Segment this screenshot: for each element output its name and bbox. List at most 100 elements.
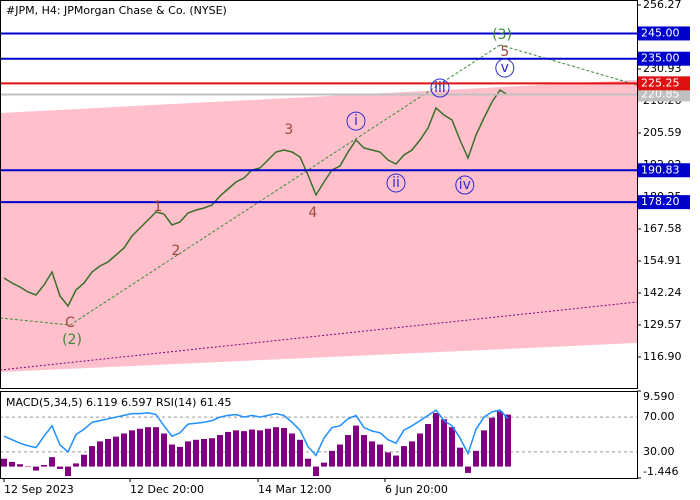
wave-label: 1 <box>154 199 163 215</box>
histogram-bar <box>225 431 231 467</box>
histogram-bar <box>161 433 167 467</box>
wave-label: iv <box>459 177 471 193</box>
histogram-bar <box>329 450 335 467</box>
wave-label: 3 <box>284 122 293 138</box>
histogram-bar <box>505 414 511 467</box>
histogram-bar <box>473 450 479 467</box>
histogram-bar <box>25 466 31 468</box>
histogram-bar <box>425 424 431 467</box>
histogram-bar <box>129 430 135 467</box>
level-label: 178.20 <box>641 195 680 208</box>
histogram-bar <box>137 428 143 467</box>
y-tick-label: 116.90 <box>643 350 682 363</box>
histogram-bar <box>241 431 247 467</box>
histogram-bar <box>409 441 415 467</box>
histogram-bar <box>265 428 271 467</box>
histogram-bar <box>153 427 159 467</box>
wave-circle <box>386 173 406 193</box>
wave-label: 5 <box>500 44 509 60</box>
chart-title: #JPM, H4: JPMorgan Chase & Co. (NYSE) <box>6 4 227 17</box>
x-tick-label: 12 Dec 20:00 <box>130 483 204 496</box>
histogram-bar <box>17 464 23 467</box>
level-label: 220.85 <box>641 87 680 100</box>
x-tick-label: 12 Sep 2023 <box>4 483 74 496</box>
histogram-bar <box>97 441 103 467</box>
wave-line <box>0 317 71 326</box>
x-tick-label: 14 Mar 12:00 <box>258 483 331 496</box>
histogram-bar <box>65 466 71 477</box>
histogram-bar <box>113 436 119 467</box>
indicator-panel: 9.590 -1.446 70.00 30.00 12 Sep 2023 12 Dec 2… <box>0 390 678 496</box>
wave-label: iii <box>434 80 446 96</box>
histogram-bar <box>73 463 79 467</box>
histogram-bar <box>289 433 295 467</box>
wave-label: (2) <box>62 332 82 348</box>
wave-label: i <box>354 113 358 129</box>
histogram-bar <box>497 411 503 467</box>
level-label: 190.83 <box>641 163 680 176</box>
histogram-bar <box>257 430 263 467</box>
level-label-box <box>638 76 690 91</box>
x-tick-label: 6 Jun 20:00 <box>385 483 448 496</box>
histogram-bar <box>305 458 311 467</box>
indicator-line <box>3 409 509 457</box>
histogram-bar <box>177 446 183 467</box>
histogram-bar <box>345 435 351 467</box>
wave-label: v <box>501 60 509 76</box>
level-label-box <box>638 87 690 102</box>
y-tick-label: 154.91 <box>643 254 682 267</box>
histogram-bar <box>121 433 127 467</box>
histogram-bar <box>41 465 47 467</box>
wave-label: 2 <box>172 243 181 259</box>
y-tick-label: 205.59 <box>643 126 682 139</box>
wave-line <box>69 44 501 326</box>
histogram-bar <box>353 425 359 467</box>
y-tick-label: 256.27 <box>643 0 682 11</box>
histogram-bar <box>49 457 55 467</box>
level-label-box <box>638 26 690 41</box>
channel <box>0 80 637 372</box>
y-tick-label: 9.590 <box>643 390 675 403</box>
histogram-bar <box>457 447 463 467</box>
indicator-title: MACD(5,34,5) 6.119 6.597 RSI(14) 61.45 <box>6 396 231 409</box>
wave-circle <box>455 175 475 195</box>
histogram-bar <box>321 462 327 467</box>
histogram-bar <box>273 427 279 467</box>
histogram-bar <box>145 427 151 467</box>
histogram-bar <box>281 427 287 467</box>
y2-tick-label: 70.00 <box>643 410 675 423</box>
level-label: 225.25 <box>641 76 680 89</box>
histogram-bar <box>481 430 487 467</box>
histogram-bar <box>81 454 87 467</box>
histogram-bar <box>201 439 207 467</box>
histogram-bar <box>169 444 175 467</box>
price-panel: 116.90129.57142.24154.91167.58180.25192.… <box>0 0 690 363</box>
histogram-bar <box>401 446 407 467</box>
histogram-bar <box>105 439 111 467</box>
wave-label: C <box>65 315 75 331</box>
level-label: 245.00 <box>641 26 680 39</box>
histogram-bar <box>385 452 391 467</box>
wave-label: (3) <box>492 27 512 43</box>
wave-line <box>499 44 638 86</box>
histogram-bar <box>313 466 319 477</box>
histogram-bar <box>193 439 199 467</box>
trend-line <box>0 301 638 371</box>
level-label-box <box>638 195 690 210</box>
y-tick-label: 129.57 <box>643 318 682 331</box>
histogram-bar <box>377 444 383 467</box>
histogram-bar <box>417 433 423 467</box>
y-tick-label: -1.446 <box>643 465 678 478</box>
wave-circle <box>495 58 515 78</box>
histogram-bar <box>441 419 447 467</box>
histogram-bar <box>57 466 63 469</box>
level-label: 235.00 <box>641 52 680 65</box>
histogram-bar <box>489 417 495 467</box>
y-tick-label: 142.24 <box>643 286 682 299</box>
histogram-bar <box>89 446 95 467</box>
histogram-bar <box>393 455 399 467</box>
y-tick-label: 167.58 <box>643 222 682 235</box>
wave-circle <box>346 111 366 131</box>
histogram-bar <box>465 466 471 473</box>
wave-label: ii <box>392 175 400 191</box>
